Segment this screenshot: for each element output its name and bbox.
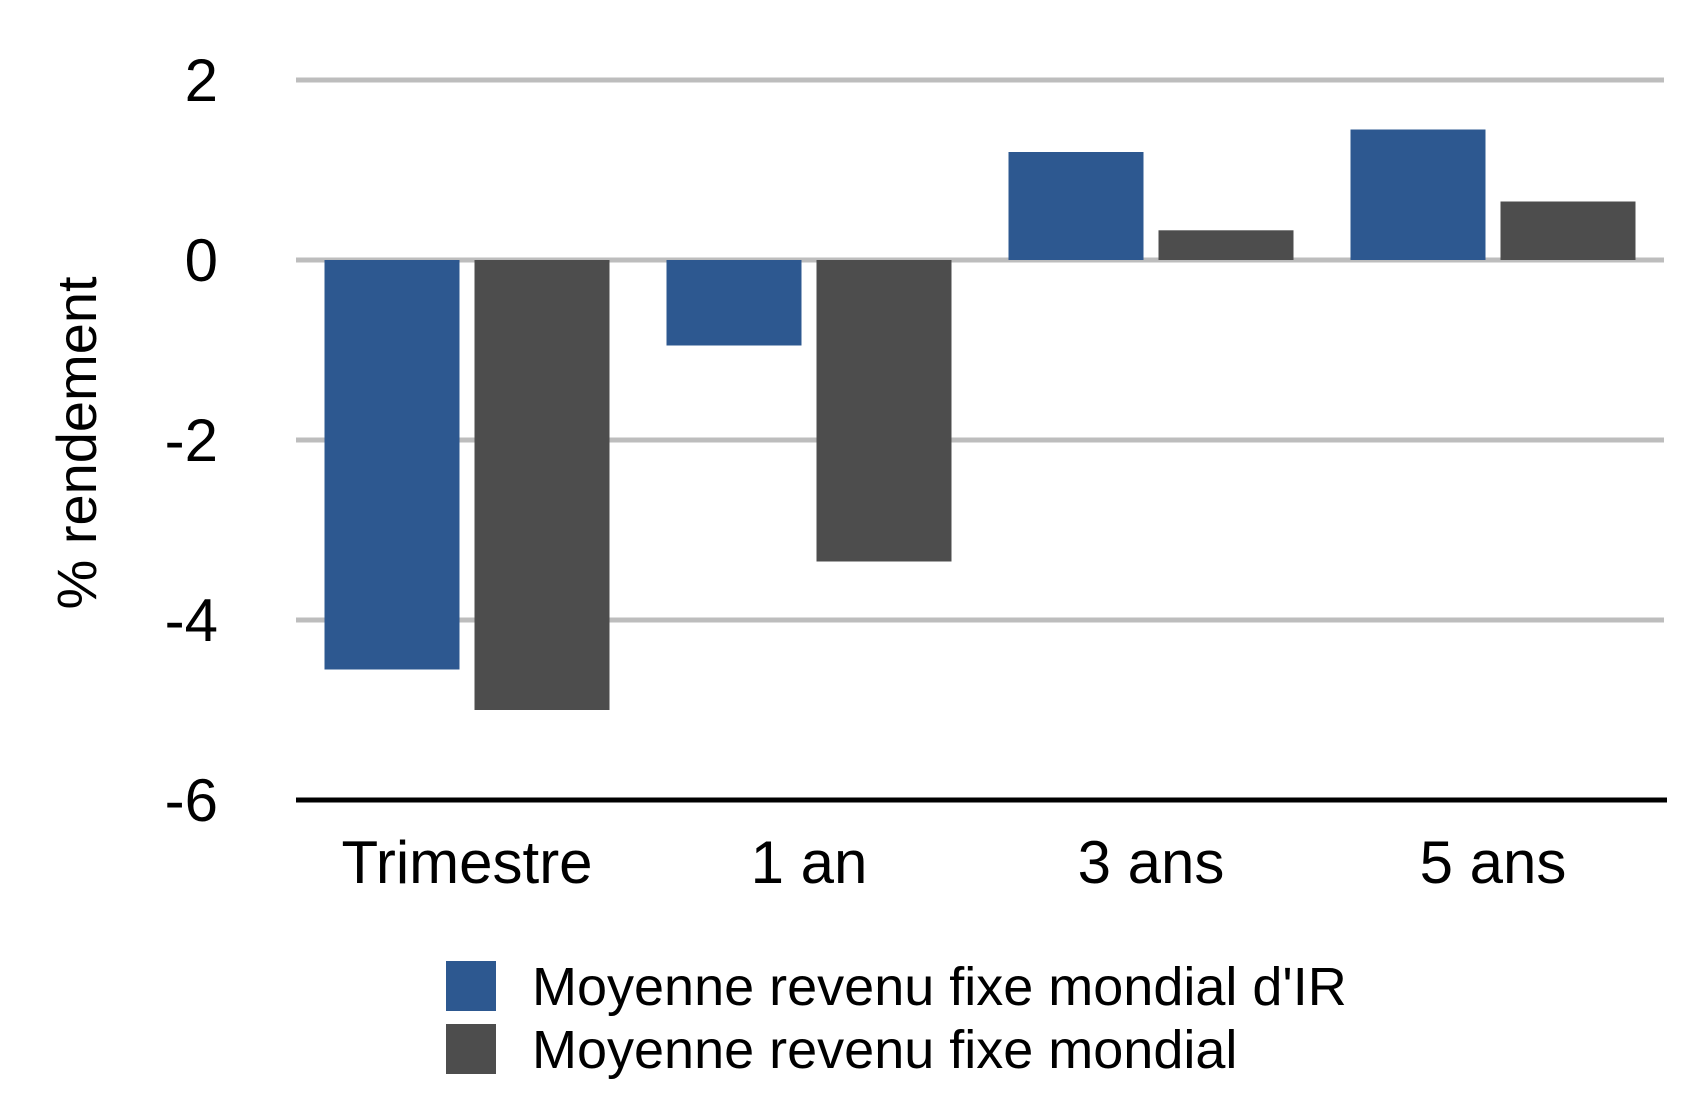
x-tick-label: 5 ans <box>1420 829 1567 896</box>
x-tick-label: Trimestre <box>341 829 592 896</box>
y-tick-label: -4 <box>165 587 218 654</box>
bar <box>1350 129 1486 260</box>
legend: Moyenne revenu fixe mondial d'IRMoyenne … <box>446 957 1347 1080</box>
x-axis-ticks: Trimestre 1 an 3 ans 5 ans <box>341 829 1566 896</box>
y-axis-ticks: 2 0 -2 -4 -6 <box>165 47 218 834</box>
y-tick-label: -2 <box>165 407 218 474</box>
x-tick-label: 1 an <box>751 829 868 896</box>
y-tick-label: -6 <box>165 767 218 834</box>
legend-swatch <box>446 961 496 1011</box>
bar <box>474 260 610 710</box>
bar <box>1500 201 1636 260</box>
x-tick-label: 3 ans <box>1078 829 1225 896</box>
bar <box>666 260 802 346</box>
legend-swatch <box>446 1024 496 1074</box>
y-axis-title: % rendement <box>45 276 108 610</box>
legend-label: Moyenne revenu fixe mondial d'IR <box>532 957 1347 1017</box>
bar <box>324 260 460 670</box>
bar <box>1158 230 1294 260</box>
legend-label: Moyenne revenu fixe mondial <box>532 1020 1237 1080</box>
bar <box>1008 152 1144 260</box>
y-tick-label: 2 <box>185 47 218 114</box>
y-tick-label: 0 <box>185 227 218 294</box>
bar <box>816 260 952 562</box>
bars <box>324 129 1636 710</box>
